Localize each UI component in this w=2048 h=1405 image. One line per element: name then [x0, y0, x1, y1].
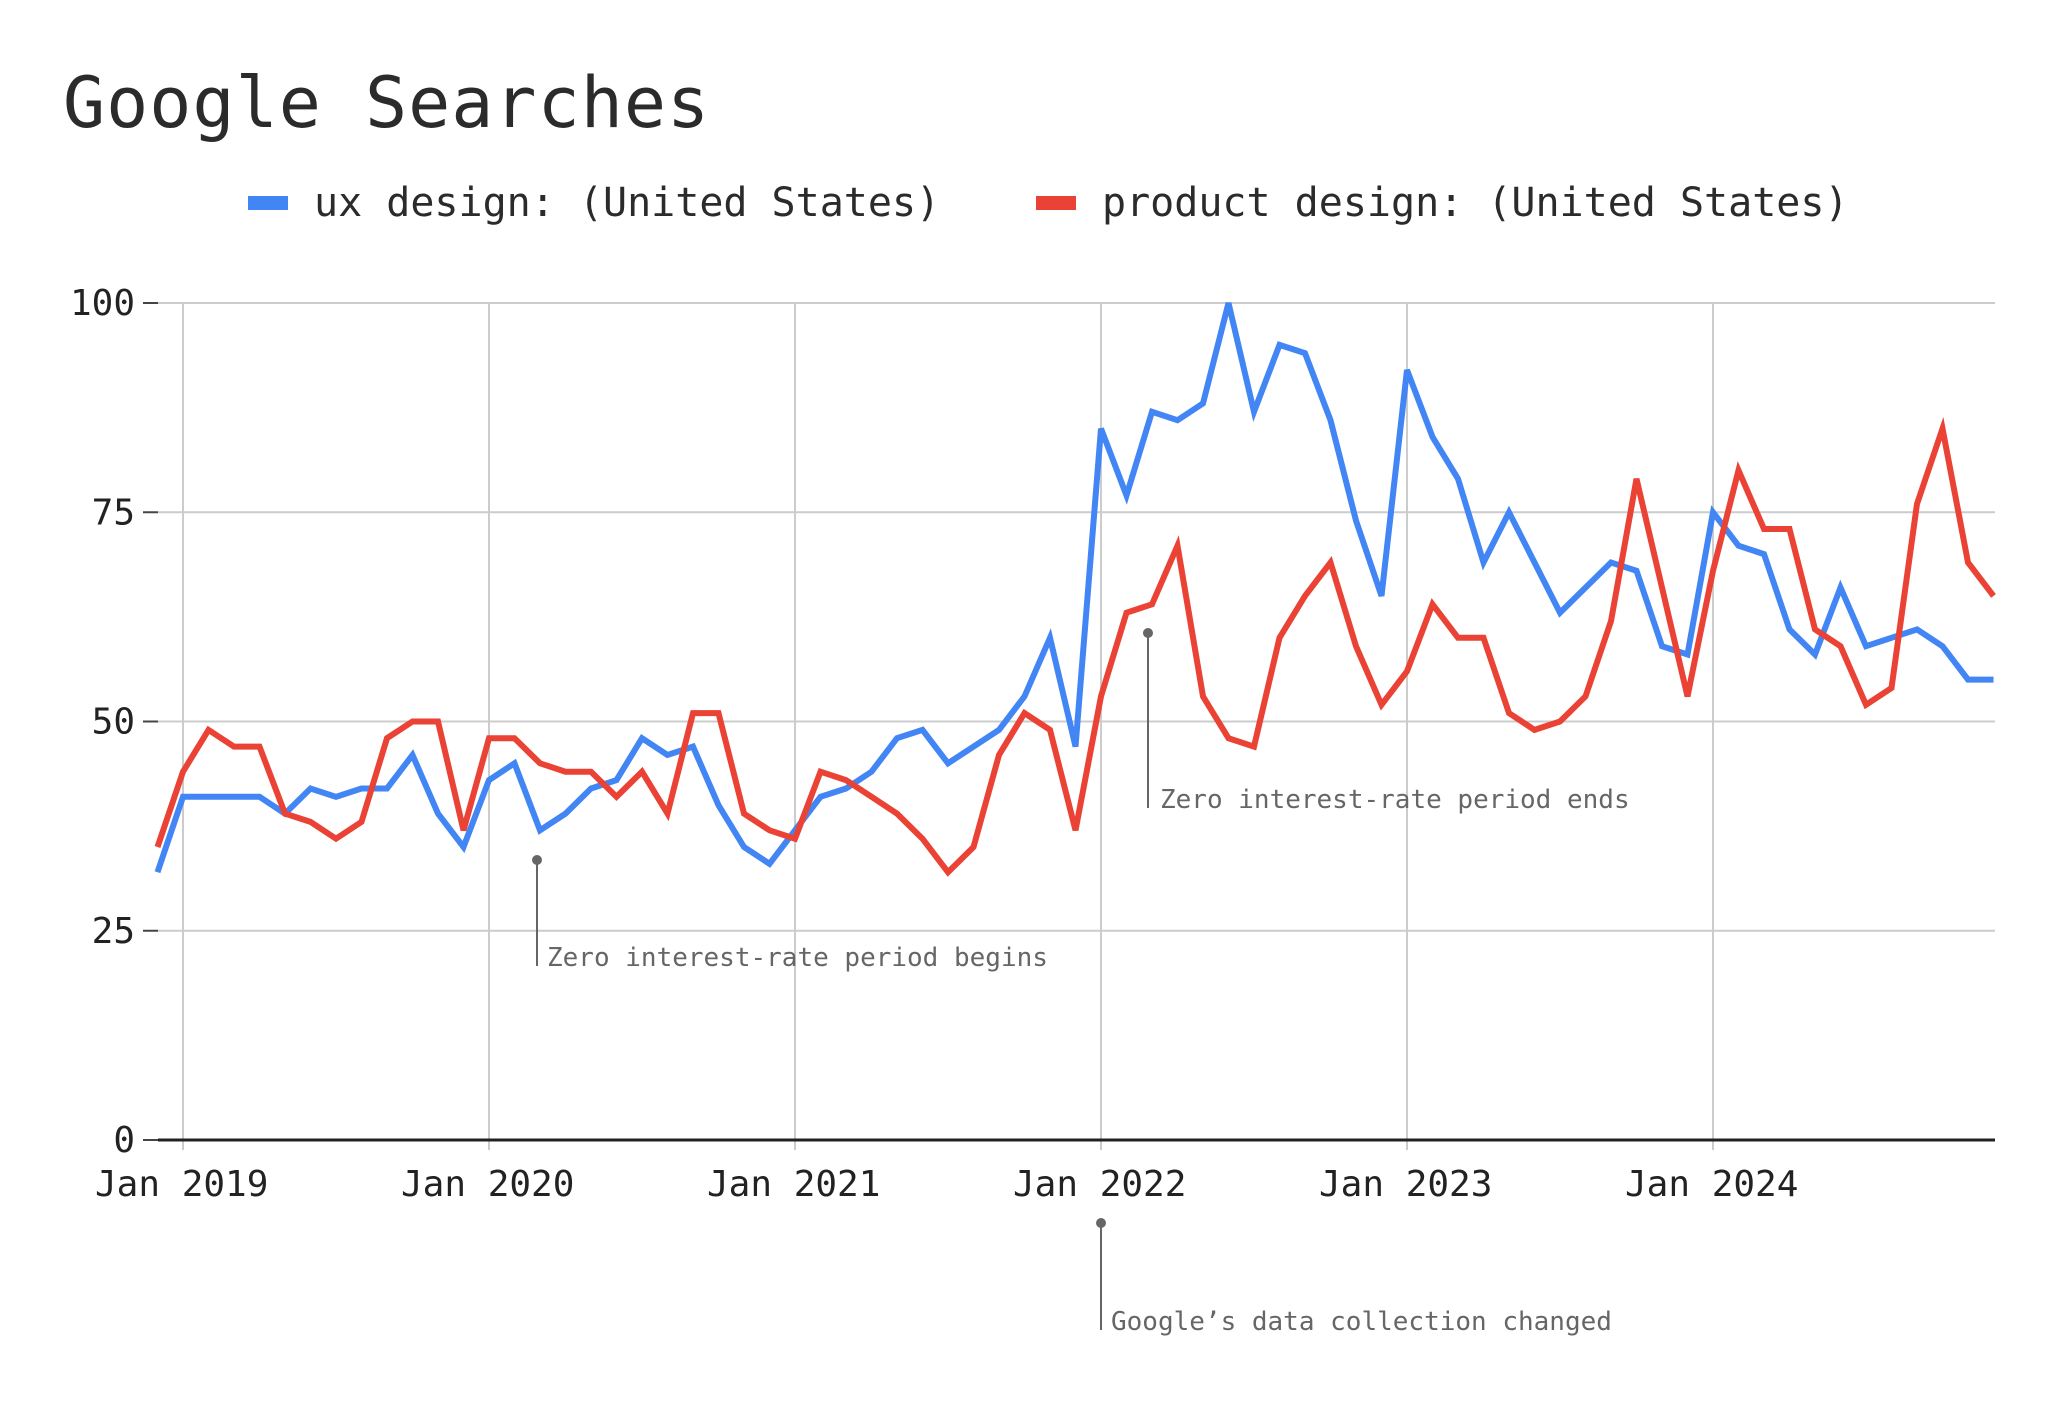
legend: ux design: (United States) product desig…: [0, 180, 2048, 240]
chart-title: Google Searches: [63, 62, 711, 144]
x-tick-label-5: Jan 2024: [1625, 1164, 1798, 1205]
legend-swatch-product-design: [1036, 196, 1076, 210]
x-tick-label-2: Jan 2021: [707, 1164, 880, 1205]
annotation-label-1: Zero interest-rate period ends: [1160, 785, 1630, 815]
x-tick-label-4: Jan 2023: [1319, 1164, 1492, 1205]
series-line-ux-design[interactable]: [154, 302, 1994, 874]
annotation-dot-2: [1096, 1218, 1106, 1228]
y-tick-label-0: 0: [113, 1120, 135, 1161]
annotation-label-0: Zero interest-rate period begins: [547, 943, 1048, 973]
legend-item-product-design[interactable]: product design: (United States): [1036, 180, 1849, 226]
annotation-label-2: Google’s data collection changed: [1111, 1307, 1612, 1337]
y-tick-label-25: 25: [92, 911, 135, 952]
legend-item-ux-design[interactable]: ux design: (United States): [248, 180, 940, 226]
legend-swatch-ux-design: [248, 196, 288, 210]
legend-label-product-design: product design: (United States): [1102, 180, 1849, 226]
annotation-dot-0: [532, 855, 542, 865]
y-tick-label-100: 100: [70, 283, 135, 324]
x-tick-label-1: Jan 2020: [401, 1164, 574, 1205]
annotations: Zero interest-rate period begins Zero int…: [532, 628, 1630, 1337]
y-tick-label-75: 75: [92, 492, 135, 533]
annotation-dot-1: [1143, 628, 1153, 638]
x-tick-label-0: Jan 2019: [95, 1164, 268, 1205]
series-line-product-design[interactable]: [154, 416, 1996, 877]
legend-label-ux-design: ux design: (United States): [314, 180, 941, 226]
axes: 0 25 50 75 100 Jan 2019 Jan 2020 Jan 2021 Jan 20…: [70, 283, 1995, 1205]
y-tick-label-50: 50: [92, 702, 135, 743]
x-tick-label-3: Jan 2022: [1013, 1164, 1186, 1205]
series-lines: [154, 302, 1996, 877]
